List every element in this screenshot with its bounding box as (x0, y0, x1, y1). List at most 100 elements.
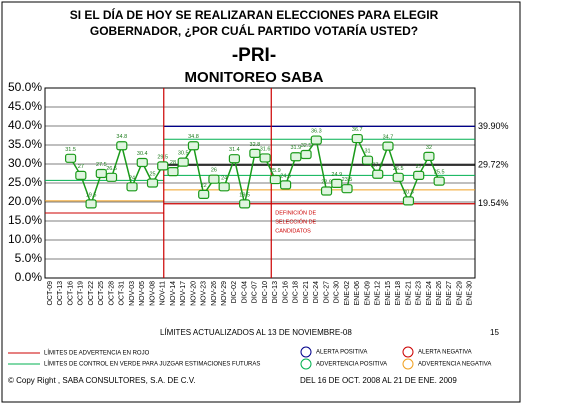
data-label: 29.5 (157, 154, 168, 160)
y-tick-label: 20.0% (8, 194, 42, 208)
x-tick-label: ENE-27 (446, 281, 453, 306)
data-label: 36.3 (311, 129, 322, 135)
marker (372, 169, 384, 179)
marker (85, 199, 97, 209)
y-tick-label: 30.0% (8, 156, 42, 170)
x-tick-label: NOV-08 (149, 281, 156, 306)
marker (64, 153, 77, 163)
marker (423, 151, 435, 161)
data-label: 26 (211, 168, 217, 174)
legend-text: ADVERTENCIA POSITIVA (316, 362, 387, 368)
legend-circle (300, 358, 312, 370)
data-label: 19.5 (239, 192, 250, 198)
data-label: 34.8 (188, 134, 199, 140)
marker (126, 182, 138, 192)
y-tick-label: 40.0% (8, 118, 42, 132)
marker (177, 157, 189, 167)
x-tick-label: NOV-17 (180, 281, 187, 306)
legend-circle (402, 358, 414, 370)
data-label: 27.3 (372, 163, 383, 169)
data-label: 31 (364, 149, 370, 155)
subtitle: MONITOREO SABA (185, 69, 324, 86)
marker (116, 141, 128, 151)
data-label: 32.8 (250, 142, 261, 148)
copyright: © Copy Right , SABA CONSULTORES, S.A. DE… (8, 376, 196, 385)
data-label: 30.4 (137, 151, 148, 157)
x-tick-label: DIC-24 (313, 281, 320, 303)
marker (105, 172, 118, 182)
data-label: 24 (221, 175, 227, 181)
legend-circle (402, 346, 414, 358)
data-label: 19.5 (86, 192, 97, 198)
marker (331, 178, 343, 188)
chart-title: SI EL DÍA DE HOY SE REALIZARAN ELECCIONE… (70, 7, 439, 22)
data-label: 27.5 (96, 162, 107, 168)
data-label: 26.5 (106, 166, 117, 172)
marker (300, 149, 312, 160)
x-tick-label: NOV-11 (160, 281, 167, 305)
marker (392, 172, 404, 182)
y-tick-label: 0.0% (15, 270, 43, 284)
x-tick-label: OCT-13 (57, 281, 64, 306)
y-tick-label: 10.0% (8, 232, 42, 246)
x-tick-label: NOV-26 (211, 281, 218, 306)
data-label: 34.7 (383, 135, 394, 141)
y-tick-label: 5.0% (15, 251, 43, 265)
x-tick-label: DIC-27 (323, 281, 330, 303)
data-label: 20.3 (403, 189, 414, 195)
x-tick-label: ENE-02 (344, 281, 351, 306)
x-tick-label: OCT-16 (67, 281, 74, 306)
x-tick-label: NOV-29 (221, 281, 228, 306)
x-tick-label: OCT-09 (47, 281, 54, 306)
x-tick-label: DIC-07 (252, 281, 259, 303)
annotation: CANDIDATOS (275, 228, 311, 234)
y-tick-label: 35.0% (8, 137, 42, 151)
data-label: 31.6 (260, 146, 271, 152)
x-tick-label: DIC-10 (262, 281, 269, 303)
marker (433, 176, 445, 186)
legend-text: ALERTA NEGATIVA (418, 350, 472, 356)
marker (95, 168, 107, 179)
data-label: 22.9 (321, 179, 332, 185)
marker (187, 141, 200, 151)
x-tick-label: DIC-13 (272, 281, 279, 303)
legend-text: ADVERTENCIA NEGATIVA (418, 362, 491, 368)
x-tick-label: OCT-22 (88, 281, 95, 306)
data-label: 31.9 (290, 145, 301, 151)
marker (157, 161, 169, 171)
marker (146, 178, 159, 188)
x-tick-label: DIC-21 (303, 281, 310, 303)
reference-label: 29.72% (478, 159, 509, 169)
x-tick-label: DIC-16 (282, 281, 289, 303)
data-label: 30.5 (178, 151, 189, 157)
x-tick-label: ENE-23 (416, 281, 423, 306)
marker (208, 174, 220, 184)
marker (269, 174, 281, 185)
data-label: 25.9 (270, 168, 281, 174)
x-tick-label: ENE-09 (364, 281, 371, 306)
x-tick-label: DIC-02 (231, 281, 238, 303)
x-tick-label: NOV-05 (139, 281, 146, 306)
x-tick-label: ENE-30 (467, 281, 474, 306)
y-tick-label: 45.0% (8, 99, 42, 113)
marker (361, 155, 374, 165)
x-tick-label: OCT-19 (78, 281, 85, 306)
marker (279, 180, 292, 190)
data-label: 25 (149, 171, 155, 177)
marker (320, 186, 333, 196)
x-tick-label: ENE-26 (436, 281, 443, 306)
y-tick-label: 15.0% (8, 213, 42, 227)
marker (75, 170, 87, 180)
x-tick-label: ENE-18 (395, 281, 402, 306)
marker (167, 167, 179, 177)
x-tick-label: NOV-23 (201, 281, 208, 306)
marker (218, 182, 230, 192)
x-tick-label: ENE-21 (405, 281, 412, 306)
data-label: 31.5 (65, 147, 76, 153)
x-tick-label: NOV-03 (129, 281, 136, 306)
data-label: 36.7 (352, 127, 363, 133)
data-label: 32.5 (301, 143, 312, 149)
reference-label: 39.90% (478, 121, 509, 131)
x-tick-label: OCT-28 (108, 281, 115, 306)
data-label: 24.9 (331, 172, 342, 178)
